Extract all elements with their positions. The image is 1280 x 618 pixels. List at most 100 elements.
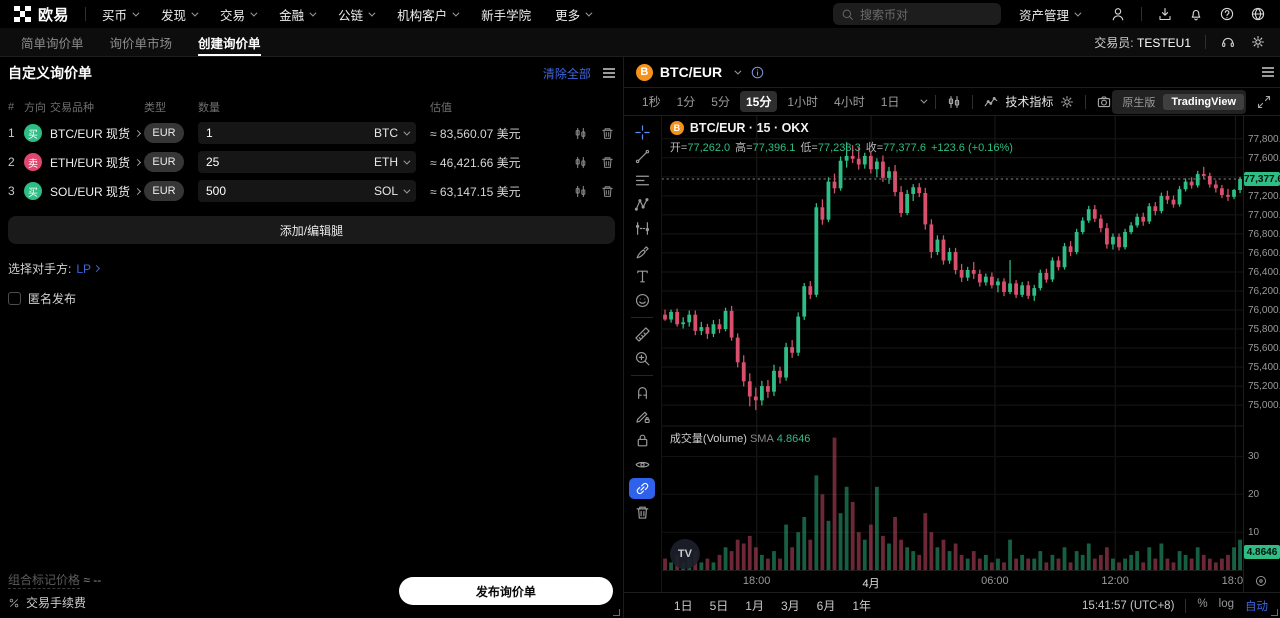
candle-style-icon[interactable] xyxy=(946,94,962,110)
subnav-tab[interactable]: 创建询价单 xyxy=(185,28,274,56)
delete-icon[interactable] xyxy=(600,126,615,141)
chevron-down-icon[interactable] xyxy=(734,67,742,75)
camera-icon[interactable] xyxy=(1096,94,1112,110)
quantity-input[interactable]: 500 SOL xyxy=(198,180,416,202)
chart-clock[interactable]: 15:41:57 (UTC+8) xyxy=(1082,599,1175,612)
type-pill[interactable]: EUR xyxy=(144,152,184,172)
target-icon[interactable] xyxy=(1254,574,1268,588)
chart-menu-icon[interactable] xyxy=(1262,67,1274,77)
link-icon[interactable] xyxy=(629,478,656,499)
okx-logo[interactable]: 欧易 xyxy=(14,4,69,25)
assets-dropdown[interactable]: 资产管理 xyxy=(1019,5,1082,24)
type-pill[interactable]: EUR xyxy=(144,181,184,201)
fib-icon[interactable] xyxy=(629,170,655,191)
lock-icon[interactable] xyxy=(629,430,655,451)
nav-menu-item[interactable]: 交易 xyxy=(220,5,258,24)
delete-icon[interactable] xyxy=(600,155,615,170)
scale-button[interactable]: 自动 xyxy=(1245,600,1268,613)
pair-selector[interactable]: BTC/EUR 现货 xyxy=(50,125,144,142)
range-tab[interactable]: 1月 xyxy=(745,599,764,613)
resize-handle[interactable] xyxy=(612,609,620,616)
chevron-down-icon[interactable] xyxy=(920,96,928,104)
menu-icon[interactable] xyxy=(602,68,615,78)
indicator-settings-icon[interactable] xyxy=(1059,94,1075,110)
chart-symbol[interactable]: BTC/EUR xyxy=(659,64,723,80)
timeframe-button[interactable]: 5分 xyxy=(711,95,730,109)
timeframe-button[interactable]: 1秒 xyxy=(641,95,661,109)
timeframe-button[interactable]: 15分 xyxy=(739,91,778,112)
draw-lock-icon[interactable] xyxy=(629,406,655,427)
trendline-icon[interactable] xyxy=(629,146,655,167)
pair-selector[interactable]: SOL/EUR 现货 xyxy=(50,183,144,200)
counterparty-link[interactable]: LP xyxy=(76,262,101,276)
emoji-icon[interactable] xyxy=(629,290,655,311)
globe-icon[interactable] xyxy=(1250,6,1266,22)
forecast-icon[interactable] xyxy=(629,218,655,239)
resize-handle[interactable] xyxy=(1271,609,1278,616)
help-icon[interactable] xyxy=(1219,6,1235,22)
fullscreen-icon[interactable] xyxy=(1256,94,1272,110)
native-version-tab[interactable]: 原生版 xyxy=(1122,96,1156,109)
ruler-icon[interactable] xyxy=(629,324,655,345)
range-tab[interactable]: 6月 xyxy=(816,599,836,613)
quantity-input[interactable]: 25 ETH xyxy=(198,151,416,173)
search-input[interactable]: 搜索币对 xyxy=(832,3,1001,25)
info-icon[interactable] xyxy=(750,65,765,80)
delete-icon[interactable] xyxy=(600,184,615,199)
brush-icon[interactable] xyxy=(629,242,655,263)
eye-icon[interactable] xyxy=(629,454,655,475)
tradingview-logo[interactable]: TV xyxy=(669,539,700,569)
nav-menu-item[interactable]: 机构客户 xyxy=(397,5,460,24)
nav-menu-item[interactable]: 金融 xyxy=(279,5,317,24)
swap-icon[interactable] xyxy=(573,126,588,141)
pair-selector[interactable]: ETH/EUR 现货 xyxy=(50,154,144,171)
timeframe-button[interactable]: 1小时 xyxy=(787,95,819,109)
download-icon[interactable] xyxy=(1157,6,1173,22)
publish-rfq-button[interactable]: 发布询价单 xyxy=(398,577,613,605)
unit-select[interactable]: ETH xyxy=(374,155,411,169)
unit-select[interactable]: SOL xyxy=(374,184,411,198)
magnet-icon[interactable] xyxy=(629,382,655,403)
chevron-right-icon xyxy=(133,129,142,137)
time-axis[interactable]: 18:00 4月 06:00 12:00 18:00 xyxy=(661,570,1243,592)
chart-plot[interactable]: B BTC/EUR · 15 · OKX 开=77,262.0 高=77,396.… xyxy=(661,116,1243,570)
subnav-tab[interactable]: 询价单市场 xyxy=(109,36,173,51)
swap-icon[interactable] xyxy=(573,155,588,170)
pattern-icon[interactable] xyxy=(629,194,655,215)
anonymous-checkbox[interactable] xyxy=(8,292,21,305)
scale-button[interactable]: % xyxy=(1197,597,1208,610)
range-tab[interactable]: 5日 xyxy=(709,599,729,613)
gear-icon[interactable] xyxy=(1250,34,1266,50)
range-tab[interactable]: 1年 xyxy=(852,599,872,613)
legs-table: 1 买 BTC/EUR 现货 EUR 1 BTC ≈ 83,560.07 美元 2 卖 ETH/E… xyxy=(8,122,615,202)
range-tab[interactable]: 3月 xyxy=(780,599,800,613)
quantity-input[interactable]: 1 BTC xyxy=(198,122,416,144)
clear-all-link[interactable]: 清除全部 xyxy=(542,66,591,81)
range-tab[interactable]: 1日 xyxy=(673,599,693,613)
fee-label[interactable]: 交易手续费 xyxy=(26,596,87,610)
zoom-in-icon[interactable] xyxy=(629,348,655,369)
timeframe-button[interactable]: 1分 xyxy=(676,95,696,109)
text-icon[interactable] xyxy=(629,266,655,287)
bell-icon[interactable] xyxy=(1188,6,1204,22)
support-icon[interactable] xyxy=(1220,34,1236,50)
tradingview-tab[interactable]: TradingView xyxy=(1163,93,1244,110)
type-pill[interactable]: EUR xyxy=(144,123,184,143)
timeframe-button[interactable]: 1日 xyxy=(880,95,900,109)
trash-icon[interactable] xyxy=(629,502,655,523)
add-edit-leg-button[interactable]: 添加/编辑腿 xyxy=(8,216,615,244)
nav-menu-item[interactable]: 公链 xyxy=(338,5,376,24)
nav-menu-item[interactable]: 发现 xyxy=(161,5,199,24)
nav-menu-item[interactable]: 买币 xyxy=(102,5,140,24)
nav-menu-item[interactable]: 新手学院 xyxy=(481,8,532,23)
scale-button[interactable]: log xyxy=(1218,597,1234,610)
price-axis[interactable]: 77,377.6 4.8646 77,800.077,600.077,400.0… xyxy=(1243,116,1280,592)
user-icon[interactable] xyxy=(1110,6,1126,22)
swap-icon[interactable] xyxy=(573,184,588,199)
subnav-tab[interactable]: 简单询价单 xyxy=(21,36,84,51)
timeframe-button[interactable]: 4小时 xyxy=(834,95,865,109)
indicators-button[interactable]: 技术指标 xyxy=(983,93,1075,110)
unit-select[interactable]: BTC xyxy=(374,126,411,140)
crosshair-icon[interactable] xyxy=(629,122,655,143)
nav-menu-item[interactable]: 更多 xyxy=(555,5,593,24)
